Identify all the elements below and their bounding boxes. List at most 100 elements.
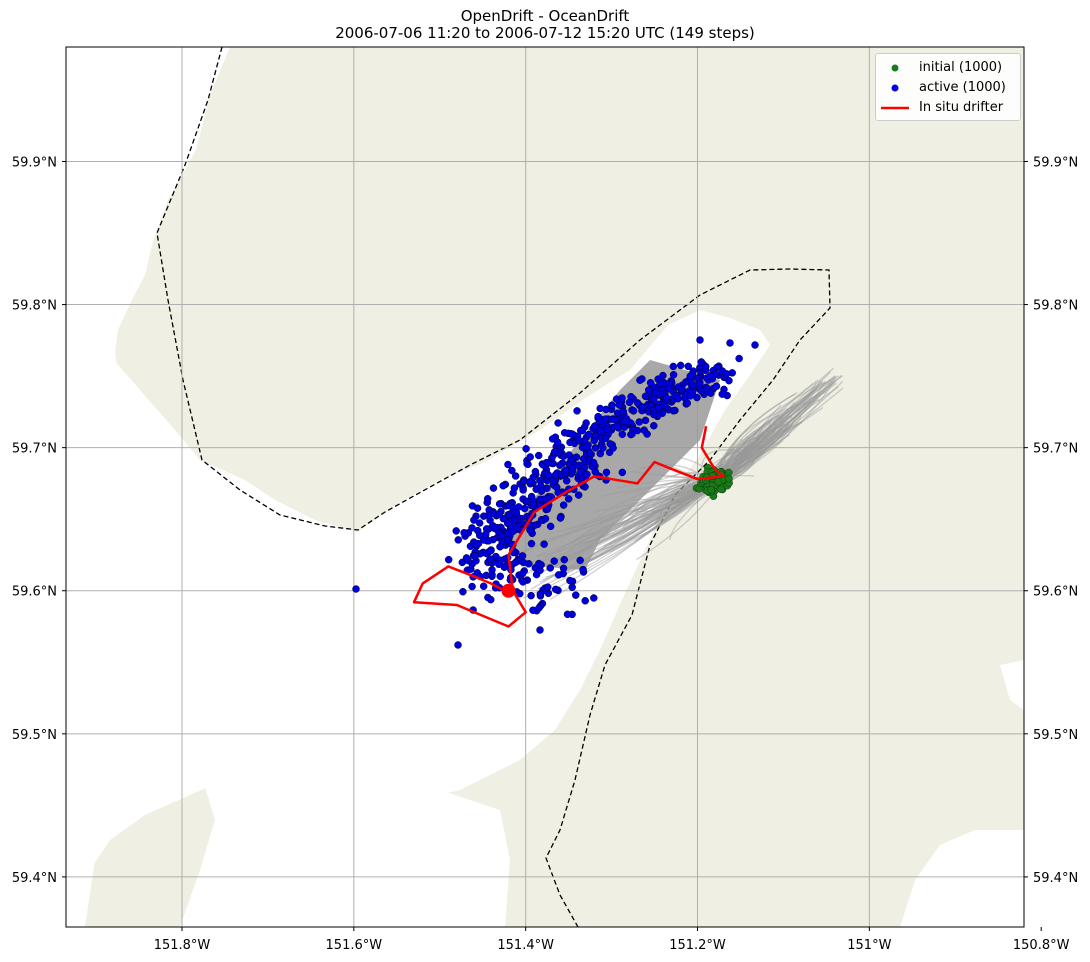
active-particle <box>522 445 530 453</box>
active-particle <box>591 422 599 430</box>
legend-label-initial: initial (1000) <box>919 60 1003 75</box>
active-particle <box>543 505 552 514</box>
trajectory-line <box>705 382 837 477</box>
active-particle <box>718 390 726 398</box>
x-axis-ticks: 151.8°W 151.6°W 151.4°W 151.2°W 151°W 150.8°W <box>154 927 1070 953</box>
active-particle <box>493 523 501 532</box>
active-particle <box>591 467 599 476</box>
active-particle <box>488 570 496 579</box>
active-particle <box>697 358 706 366</box>
active-particle <box>546 564 554 572</box>
active-particle <box>511 558 520 567</box>
active-particle <box>602 468 611 477</box>
active-particle <box>669 407 678 415</box>
trajectory-line <box>724 387 844 477</box>
legend-item-drifter: In situ drifter <box>876 99 1020 117</box>
active-particle <box>725 376 733 385</box>
y-tick-label-right: 59.4°N <box>1033 871 1078 886</box>
active-particle <box>696 336 704 344</box>
active-particle <box>352 585 360 593</box>
active-particle <box>635 418 644 426</box>
active-particle <box>636 376 644 384</box>
y-tick-label-right: 59.7°N <box>1033 442 1078 457</box>
active-particle <box>735 354 743 363</box>
active-particle <box>523 497 531 506</box>
active-particle <box>484 537 493 545</box>
plot-frame <box>65 46 1025 928</box>
active-particle <box>544 471 552 479</box>
active-particle <box>591 431 600 440</box>
active-particle <box>544 583 552 591</box>
active-particle <box>628 430 636 438</box>
active-particle <box>726 339 734 347</box>
active-particle <box>479 582 488 591</box>
active-particle <box>564 495 573 503</box>
initial-particle <box>724 474 733 483</box>
active-particle <box>559 501 568 509</box>
active-particle <box>712 382 721 390</box>
active-particle <box>563 610 572 619</box>
active-particle <box>683 399 692 407</box>
active-particle <box>722 370 731 378</box>
active-particle <box>701 362 710 371</box>
active-particle <box>693 393 701 402</box>
trajectory-line <box>727 391 826 480</box>
x-tick-label: 151°W <box>847 938 891 953</box>
active-particle <box>518 552 527 560</box>
trajectory-line <box>545 475 708 578</box>
ocean-patch-lower-right <box>900 830 1024 927</box>
active-particle <box>578 427 587 435</box>
active-particle <box>686 372 695 380</box>
active-particle <box>550 448 559 456</box>
active-particle <box>475 531 484 540</box>
y-tick-label-right: 59.6°N <box>1033 585 1078 600</box>
active-particle <box>662 394 671 402</box>
y-tick-label-left: 59.9°N <box>12 155 57 170</box>
active-particle <box>535 604 543 612</box>
active-particle <box>619 407 628 416</box>
trajectory-line <box>711 386 839 483</box>
y-tick-label-right: 59.9°N <box>1033 155 1078 170</box>
active-particle <box>526 453 534 461</box>
trajectory-line <box>714 375 842 483</box>
active-particle <box>568 464 576 472</box>
y-tick-label-left: 59.4°N <box>12 871 57 886</box>
active-particle <box>566 576 574 585</box>
active-particle <box>549 459 557 468</box>
x-tick-label: 151.4°W <box>497 938 554 953</box>
active-particle <box>460 528 468 537</box>
y-axis-ticks: 59.9°N 59.9°N 59.8°N 59.8°N 59.7°N 59.7°N 59.6… <box>12 155 1078 885</box>
grid-lines <box>66 47 1024 927</box>
trajectory-line <box>717 445 761 473</box>
trajectory-line <box>720 376 836 479</box>
trajectory-line <box>716 367 834 483</box>
active-particle <box>589 458 598 467</box>
active-particle <box>568 430 577 438</box>
active-particle <box>496 543 504 551</box>
active-particle <box>706 371 715 380</box>
active-particle <box>646 379 655 387</box>
active-particle <box>503 519 512 528</box>
active-particle <box>459 587 467 596</box>
active-particle <box>444 555 453 564</box>
y-tick-label-left: 59.5°N <box>12 728 57 743</box>
active-particle <box>582 419 590 427</box>
active-particle <box>654 404 663 412</box>
active-particle <box>527 591 535 600</box>
active-particle <box>596 427 604 435</box>
initial-particle <box>717 485 726 494</box>
active-particle <box>562 477 571 485</box>
active-particle <box>508 466 516 475</box>
x-tick-label: 151.6°W <box>326 938 383 953</box>
active-particle <box>467 565 475 573</box>
active-particle <box>613 422 621 430</box>
active-particle <box>470 516 478 524</box>
trajectory-line <box>711 375 836 477</box>
active-particle <box>556 514 565 522</box>
trajectory-line <box>718 420 802 475</box>
active-particle <box>618 468 627 477</box>
active-particle <box>495 560 503 569</box>
active-particle <box>695 380 704 388</box>
active-particle <box>526 478 534 486</box>
legend-label-drifter: In situ drifter <box>919 100 1004 115</box>
